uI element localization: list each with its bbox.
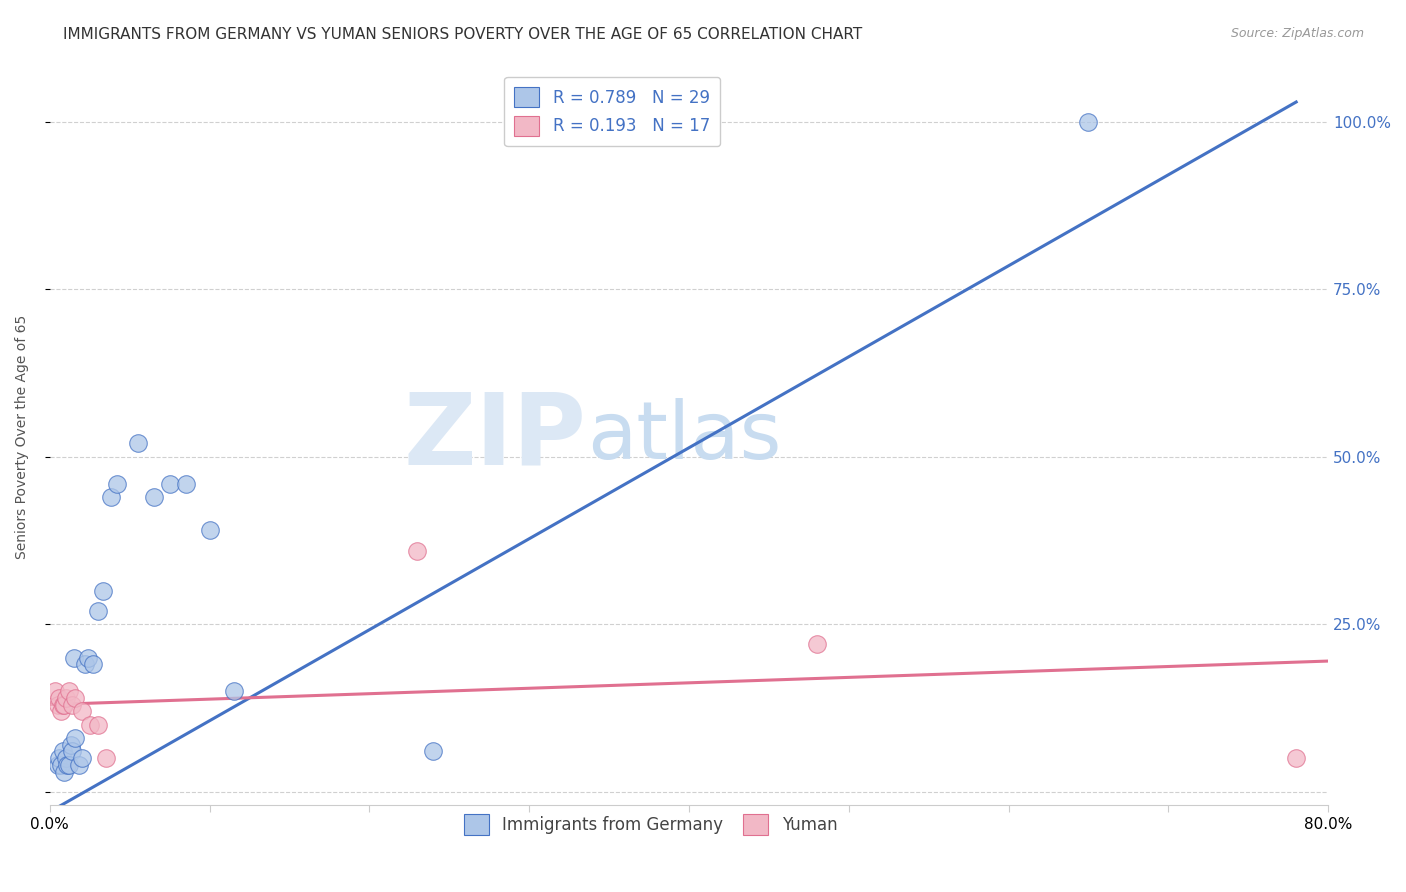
- Point: [91, 583, 114, 598]
- Point: [159, 476, 181, 491]
- Point: [44, 684, 66, 698]
- Point: [56, 757, 79, 772]
- Point: [49, 757, 72, 772]
- Point: [79, 717, 101, 731]
- Point: [105, 476, 128, 491]
- Point: [174, 476, 197, 491]
- Point: [100, 490, 122, 504]
- Point: [46, 757, 69, 772]
- Point: [67, 757, 90, 772]
- Point: [1285, 751, 1308, 765]
- Point: [222, 684, 245, 698]
- Point: [58, 757, 80, 772]
- Point: [94, 751, 117, 765]
- Legend: Immigrants from Germany, Yuman: Immigrants from Germany, Yuman: [454, 805, 848, 845]
- Point: [77, 650, 100, 665]
- Y-axis label: Seniors Poverty Over the Age of 65: Seniors Poverty Over the Age of 65: [15, 315, 30, 559]
- Point: [46, 698, 69, 712]
- Point: [60, 698, 83, 712]
- Point: [70, 751, 93, 765]
- Point: [65, 690, 87, 705]
- Point: [127, 436, 149, 450]
- Text: ZIP: ZIP: [404, 388, 586, 485]
- Point: [87, 717, 110, 731]
- Point: [198, 524, 221, 538]
- Text: IMMIGRANTS FROM GERMANY VS YUMAN SENIORS POVERTY OVER THE AGE OF 65 CORRELATION : IMMIGRANTS FROM GERMANY VS YUMAN SENIORS…: [63, 27, 862, 42]
- Point: [48, 690, 70, 705]
- Point: [55, 690, 77, 705]
- Point: [406, 543, 429, 558]
- Point: [59, 738, 82, 752]
- Point: [82, 657, 104, 672]
- Point: [48, 751, 70, 765]
- Point: [60, 744, 83, 758]
- Point: [806, 637, 828, 651]
- Point: [52, 744, 75, 758]
- Point: [55, 751, 77, 765]
- Point: [62, 650, 84, 665]
- Point: [73, 657, 96, 672]
- Point: [58, 684, 80, 698]
- Point: [49, 704, 72, 718]
- Point: [53, 698, 76, 712]
- Point: [65, 731, 87, 745]
- Point: [1077, 115, 1099, 129]
- Point: [422, 744, 444, 758]
- Point: [87, 604, 110, 618]
- Text: Source: ZipAtlas.com: Source: ZipAtlas.com: [1230, 27, 1364, 40]
- Point: [142, 490, 165, 504]
- Text: atlas: atlas: [586, 398, 782, 475]
- Point: [70, 704, 93, 718]
- Point: [52, 698, 75, 712]
- Point: [53, 764, 76, 779]
